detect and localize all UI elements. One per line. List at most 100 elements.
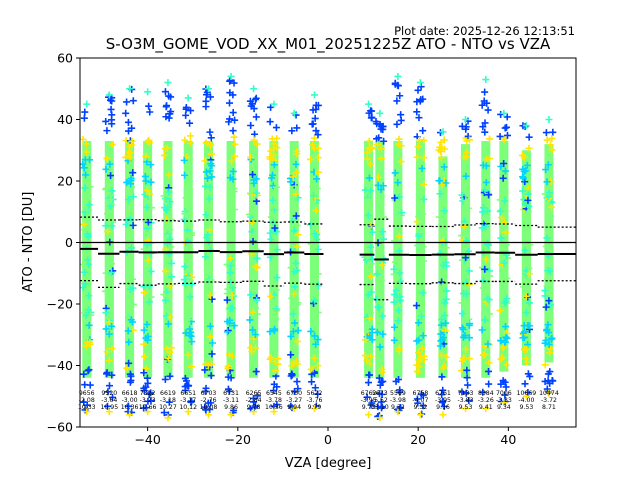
scatter-point [307, 155, 315, 163]
scatter-point [269, 171, 277, 179]
scatter-point [146, 108, 154, 116]
scatter-point [81, 108, 89, 116]
scatter-point [226, 269, 234, 277]
scatter-point-extreme [376, 109, 384, 117]
scatter-point [144, 397, 152, 405]
scatter-point [249, 326, 257, 334]
scatter-point [483, 196, 491, 204]
scatter-point [141, 172, 149, 180]
scatter-point [230, 406, 238, 414]
scatter-point [293, 337, 301, 345]
scatter-point [414, 143, 422, 151]
scatter-point [310, 299, 318, 307]
scatter-point [465, 267, 473, 275]
scatter-point [361, 352, 369, 360]
bin-count-label: 6761 [435, 390, 451, 397]
scatter-point [375, 374, 383, 382]
scatter-point [419, 127, 427, 135]
scatter-point [266, 118, 274, 126]
scatter-point [83, 148, 91, 156]
scatter-point [167, 108, 175, 116]
scatter-point [501, 167, 509, 175]
scatter-point [502, 383, 510, 391]
bin-std-label: 10.36 [265, 404, 283, 411]
scatter-point [314, 282, 322, 290]
scatter-point [223, 328, 231, 336]
scatter-point [460, 354, 468, 362]
scatter-point [460, 290, 468, 298]
scatter-point [166, 198, 174, 206]
scatter-point-extreme [270, 408, 278, 416]
bin-mean-label: -3.72 [541, 397, 557, 404]
scatter-point [417, 312, 425, 320]
scatter-point [127, 316, 135, 324]
scatter-point [82, 342, 90, 350]
scatter-point [293, 169, 301, 177]
scatter-point [103, 210, 111, 218]
scatter-point [463, 148, 471, 156]
scatter-point [368, 113, 376, 121]
scatter-point [140, 384, 148, 392]
scatter-point [485, 296, 493, 304]
scatter-point [253, 392, 261, 400]
scatter-point [309, 141, 317, 149]
scatter-point-extreme [83, 100, 91, 108]
scatter-point [102, 287, 110, 295]
scatter-point [204, 258, 212, 266]
scatter-point [496, 132, 504, 140]
scatter-point [103, 348, 111, 356]
scatter-point [142, 404, 150, 412]
scatter-point [378, 312, 386, 320]
scatter-point [227, 220, 235, 228]
scatter-point [364, 291, 372, 299]
scatter-point [379, 330, 387, 338]
scatter-point [368, 325, 376, 333]
scatter-point [105, 318, 113, 326]
bin-std-label: 9.34 [497, 404, 511, 411]
bin-count-label: 5622 [307, 390, 323, 397]
scatter-point [181, 374, 189, 382]
scatter-point [84, 192, 92, 200]
scatter-point [129, 300, 137, 308]
scatter-point [465, 315, 473, 323]
scatter-point [464, 381, 472, 389]
scatter-point [143, 374, 151, 382]
scatter-point [270, 161, 278, 169]
scatter-point [314, 390, 322, 398]
scatter-point [504, 131, 512, 139]
scatter-point [147, 178, 155, 186]
scatter-point [377, 155, 385, 163]
scatter-point [485, 367, 493, 375]
scatter-point [253, 140, 261, 148]
scatter-point [144, 336, 152, 344]
scatter-point [441, 327, 449, 335]
scatter-point [270, 140, 278, 148]
bin-std-label: 10.33 [78, 404, 96, 411]
scatter-point [165, 92, 173, 100]
bin-std-label: 9.16 [436, 404, 450, 411]
bin-count-label: 10669 [517, 390, 537, 397]
scatter-point [290, 290, 298, 298]
scatter-point [481, 223, 489, 231]
scatter-point [288, 294, 296, 302]
y-axis-label: ATO - NTO [DU] [21, 192, 36, 293]
x-tick-label: 20 [410, 432, 426, 447]
scatter-point [102, 309, 110, 317]
scatter-point [144, 137, 152, 145]
scatter-point [140, 340, 148, 348]
bin-count-label: 6651 [180, 390, 196, 397]
scatter-point [375, 390, 383, 398]
scatter-point [366, 371, 374, 379]
scatter-point [497, 110, 505, 118]
scatter-point [270, 315, 278, 323]
scatter-point [273, 144, 281, 152]
scatter-point [224, 285, 232, 293]
scatter-point-extreme [394, 72, 402, 80]
scatter-point [364, 211, 372, 219]
scatter-point [436, 249, 444, 257]
scatter-point [462, 345, 470, 353]
scatter-point [413, 361, 421, 369]
scatter-point [378, 368, 386, 376]
scatter-point [202, 168, 210, 176]
bin-mean-label: -3.18 [160, 397, 176, 404]
